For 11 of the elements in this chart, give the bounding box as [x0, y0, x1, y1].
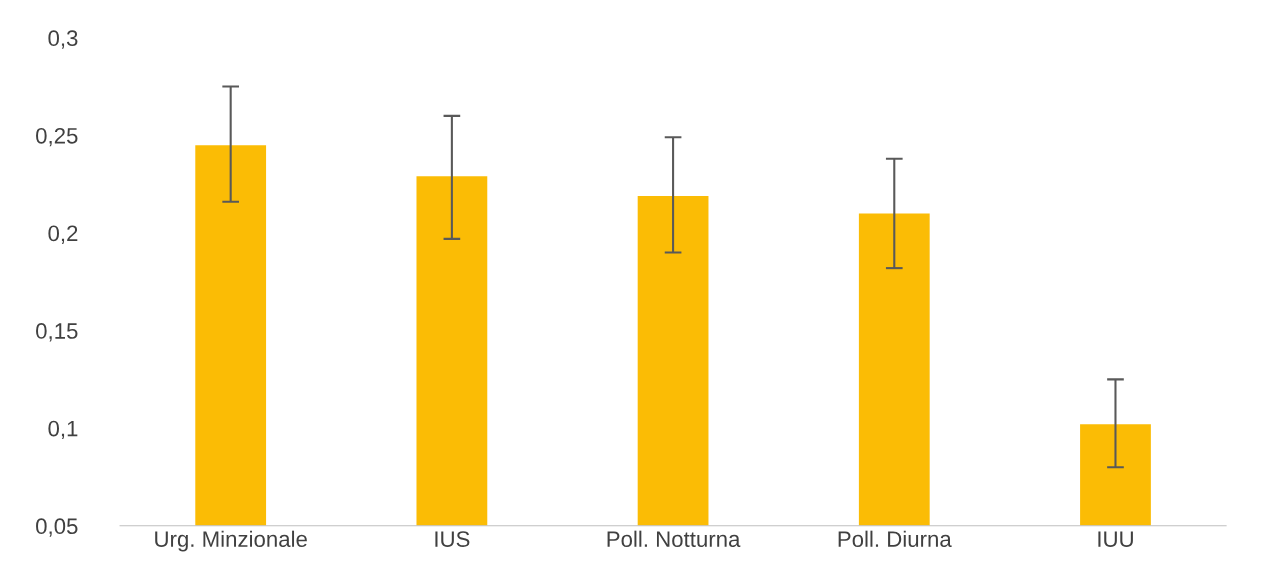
y-tick-label: 0,3 — [48, 30, 78, 49]
y-tick-label: 0,05 — [36, 518, 78, 537]
x-tick-label: Urg. Minzionale — [155, 530, 307, 552]
y-tick-label: 0,25 — [36, 127, 78, 147]
y-tick-label: 0,15 — [36, 323, 78, 342]
x-tick-label: Poll. Diurna — [838, 530, 952, 547]
y-tick-label: 0,1 — [48, 420, 78, 440]
y-tick-label: 0,2 — [48, 225, 78, 244]
x-tick-label: Poll. Notturna — [607, 530, 741, 547]
x-tick-label: IUU — [1098, 531, 1133, 547]
x-tick-label: IUS — [435, 531, 470, 547]
